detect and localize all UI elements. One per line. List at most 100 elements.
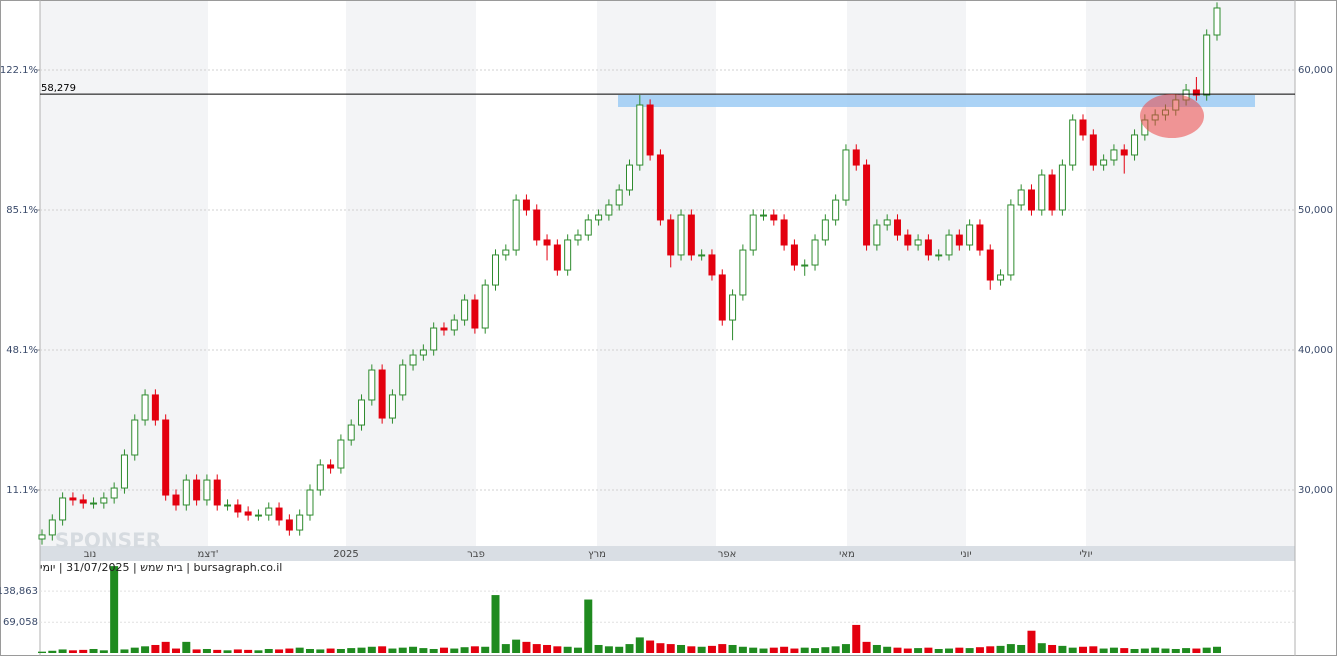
candle-body (883, 219, 891, 226)
caption: bursagraph.co.il | בית שמש | 31/07/2025 … (40, 561, 283, 574)
candle-body (368, 369, 376, 401)
candle-body (172, 494, 180, 506)
candle-body (749, 214, 757, 251)
volume-bar (996, 645, 1005, 653)
candle-body (1079, 119, 1087, 136)
candle-body (966, 224, 974, 246)
volume-bar (1017, 644, 1026, 653)
volume-bar (1120, 648, 1129, 653)
volume-bar (1037, 643, 1046, 653)
candle-body (708, 254, 716, 276)
candle-body (69, 497, 77, 501)
volume-bar (254, 650, 263, 653)
candle-body (492, 254, 500, 286)
volume-bar (666, 644, 675, 653)
volume-bar (151, 644, 160, 653)
volume-bar (1048, 644, 1057, 653)
volume-bar (182, 641, 191, 653)
candle-body (584, 219, 592, 236)
candle-body (626, 164, 633, 191)
volume-bar (305, 648, 314, 653)
candle-body (38, 534, 46, 540)
volume-bar (1027, 630, 1036, 653)
volume-bar (749, 647, 758, 653)
candle-body (90, 502, 98, 505)
month-band (847, 0, 966, 546)
candle-body (667, 219, 675, 256)
candle-body (1110, 149, 1118, 161)
volume-bar (553, 646, 562, 653)
candle-body (327, 464, 335, 469)
volume-bar (130, 647, 139, 653)
volume-bar (852, 624, 861, 653)
candle-body (656, 154, 664, 221)
candle-body (141, 394, 149, 421)
candle-body (605, 204, 613, 216)
month-band (208, 0, 346, 546)
candle-body (986, 249, 994, 281)
candle-body (553, 244, 561, 271)
candle-body (254, 514, 262, 517)
candle-body (213, 479, 221, 506)
volume-bar (872, 644, 881, 653)
candle-body (244, 511, 252, 516)
candle-body (1038, 174, 1046, 211)
volume-bar (295, 647, 304, 653)
volume-bar (120, 649, 129, 653)
volume-bar (275, 649, 284, 653)
candle-body (110, 487, 118, 499)
candle-body (945, 234, 953, 256)
volume-bar (656, 643, 665, 653)
candle-body (595, 214, 603, 221)
candle-body (512, 199, 520, 251)
candle-body (904, 234, 912, 246)
date-strip (40, 546, 1295, 561)
y2-tick-label: 48.1% (6, 345, 38, 356)
volume-bar (398, 647, 407, 653)
candle-body (1120, 149, 1128, 156)
resistance-band (618, 95, 1255, 107)
x-tick-label: דצמ' (198, 549, 219, 560)
y-tick-label: 40,000 (1298, 345, 1333, 356)
volume-bar (594, 644, 603, 653)
candle-body (646, 104, 654, 156)
volume-bar (481, 646, 490, 653)
watermark: SPONSER (55, 529, 161, 553)
volume-bar (862, 641, 871, 653)
volume-bar (965, 648, 974, 653)
volume-bar (522, 641, 531, 653)
volume-bar (171, 648, 180, 653)
volume-bar (141, 646, 150, 653)
candle-body (729, 294, 737, 321)
candle-body (316, 464, 324, 491)
candle-body (811, 239, 819, 266)
candle-body (1213, 7, 1221, 36)
candle-body (543, 239, 551, 246)
candle-body (832, 199, 840, 221)
volume-bar (316, 649, 325, 653)
candle-body (1192, 89, 1200, 96)
volume-bar (945, 648, 954, 653)
volume-bar (89, 648, 98, 653)
volume-bar (1006, 644, 1015, 653)
candle-body (801, 264, 809, 267)
volume-bar (986, 646, 995, 653)
candle-body (337, 439, 345, 469)
candle-body (1069, 119, 1077, 166)
candle-body (461, 299, 469, 321)
volume-bar (584, 599, 593, 653)
volume-bar (841, 644, 850, 653)
month-band (716, 0, 847, 546)
volume-bar (615, 646, 624, 653)
candle-body (914, 239, 922, 246)
candle-body (419, 349, 427, 356)
candle-body (955, 234, 963, 246)
candle-body (471, 299, 479, 329)
volume-bar (563, 646, 572, 653)
volume-bar (378, 646, 387, 653)
candle-body (162, 419, 170, 496)
candle-body (522, 199, 530, 211)
volume-bar (1099, 648, 1108, 653)
candle-body (780, 219, 788, 246)
volume-bar (429, 648, 438, 653)
